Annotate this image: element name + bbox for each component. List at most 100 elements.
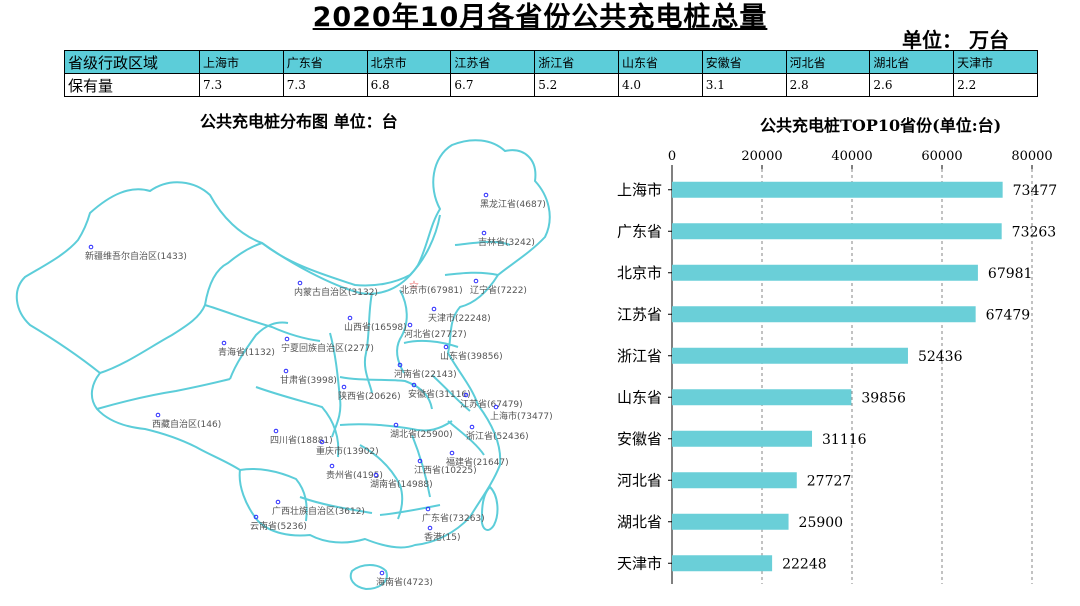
province-dot: [373, 472, 379, 478]
map-province-label: 湖南省(14988): [370, 478, 433, 490]
x-tick-label: 60000: [921, 149, 962, 164]
map-province-label: 湖北省(25900): [390, 428, 453, 440]
bar-value-label: 31116: [822, 432, 867, 448]
province-dot: [273, 428, 279, 434]
x-tick-label: 80000: [1011, 149, 1052, 164]
qinghai-border: [229, 321, 289, 380]
province-dot: [393, 422, 399, 428]
category-label: 江苏省: [617, 305, 662, 323]
province-dot: [443, 344, 449, 350]
province-dot: [88, 244, 94, 250]
map-province-label: 西藏自治区(146): [152, 418, 221, 430]
shandong-border: [403, 339, 459, 348]
table-cell-value: 2.2: [953, 73, 1038, 97]
bar-value-label: 39856: [861, 390, 906, 406]
bar-value-label: 22248: [782, 556, 827, 572]
shaanxi-border: [329, 332, 342, 438]
map-province-label: 吉林省(3242): [478, 236, 535, 248]
province-dot: [427, 525, 433, 531]
table-cell-province: 安徽省: [701, 50, 787, 74]
map-province-label: 江西省(10225): [414, 464, 477, 476]
hainan-island: [349, 564, 388, 590]
table-header-row: 省级行政区域 上海市 广东省 北京市 江苏省 浙江省 山东省 安徽省 河北省 湖…: [64, 50, 1038, 74]
province-dot: [329, 463, 335, 469]
province-dot: [319, 439, 325, 445]
bar: [672, 181, 1003, 198]
china-map: 黑龙江省(4687) 吉林省(3242) 辽宁省(7222) 新疆维吾尔自治区(143…: [15, 139, 553, 590]
province-dot: [379, 570, 385, 576]
bar-value-label: 25900: [799, 515, 844, 531]
map-province-label: 云南省(5236): [250, 520, 307, 532]
province-dot: [221, 340, 227, 346]
hunan-border: [359, 444, 404, 520]
chart-axis: 0 20000 40000 60000 80000 上海市广东省北京市江苏省浙江省山东省安…: [617, 149, 1053, 584]
map-province-label: 山西省(16598): [344, 321, 407, 333]
hubei-border: [339, 420, 453, 432]
table-cell-province: 湖北省: [869, 50, 955, 74]
table-cell-province: 山东省: [617, 50, 703, 74]
province-dot: [425, 506, 431, 512]
map-province-label: 山东省(39856): [440, 350, 503, 362]
gansu-border: [204, 304, 321, 342]
bar: [672, 223, 1002, 240]
province-dot: [449, 450, 455, 456]
map-province-label: 香港(15): [424, 531, 460, 543]
table-cell-value: 7.3: [199, 73, 284, 97]
map-province-label: 贵州省(4195): [326, 469, 383, 481]
map-province-label: 天津市(22248): [428, 312, 491, 324]
province-dot: [253, 514, 259, 520]
map-province-label: 黑龙江省(4687): [480, 198, 546, 210]
yunnan-border: [239, 468, 308, 522]
bar: [672, 264, 978, 281]
map-province-label: 新疆维吾尔自治区(1433): [85, 250, 187, 262]
bar-value-label: 73263: [1012, 224, 1057, 240]
map-province-label: 北京市(67981): [400, 284, 463, 296]
table-cell-province: 广东省: [282, 50, 368, 74]
map-province-label: 江苏省(67479): [460, 398, 523, 410]
table-cell-value: 4.0: [617, 73, 703, 97]
guangdong-border: [379, 504, 441, 516]
category-label: 广东省: [617, 222, 662, 240]
jilin-border: [444, 271, 499, 276]
table-cell-province: 北京市: [366, 50, 452, 74]
map-province-label: 陕西省(20626): [338, 390, 401, 402]
province-dot: [341, 384, 347, 390]
bar: [672, 306, 976, 323]
map-province-label: 广西壮族自治区(3612): [272, 505, 365, 517]
map-province-label: 河南省(22143): [394, 368, 457, 380]
province-dot: [481, 230, 487, 236]
province-dot: [284, 336, 290, 342]
xizang-border: [96, 378, 231, 410]
province-dot: [155, 412, 161, 418]
taiwan-island: [480, 486, 499, 531]
table-cell-province: 天津市: [953, 50, 1038, 74]
province-dot: [297, 280, 303, 286]
page-title: 2020年10月各省份公共充电桩总量: [312, 2, 768, 33]
table-cell-value: 7.3: [282, 73, 368, 97]
country-outline: [15, 139, 551, 549]
province-dot: [407, 322, 413, 328]
table-cell-value: 6.7: [450, 73, 536, 97]
category-label: 上海市: [617, 181, 662, 199]
capital-star-icon: ☆: [409, 278, 420, 292]
province-dot: [493, 404, 499, 410]
province-dot: [463, 392, 469, 398]
sichuan-border: [255, 386, 340, 458]
category-label: 安徽省: [617, 430, 662, 448]
province-dot: [411, 382, 417, 388]
province-dot: [283, 368, 289, 374]
category-label: 浙江省: [617, 347, 662, 365]
category-label: 天津市: [617, 554, 662, 572]
zhejiang-border: [447, 420, 485, 456]
map-province-label: 辽宁省(7222): [470, 284, 527, 296]
table-row-label: 保有量: [64, 73, 200, 97]
table-value-row: 保有量 7.3 7.3 6.8 6.7 5.2 4.0 3.1 2.8 2.6 …: [64, 73, 1038, 97]
table-cell-province: 上海市: [199, 50, 284, 74]
summary-table: 省级行政区域 上海市 广东省 北京市 江苏省 浙江省 山东省 安徽省 河北省 湖…: [64, 50, 1038, 97]
bar: [672, 555, 773, 572]
map-province-label: 安徽省(31116): [408, 388, 471, 400]
bar: [672, 347, 908, 364]
map-province-label: 青海省(1132): [218, 346, 275, 358]
map-province-label: 海南省(4723): [376, 576, 433, 588]
map-province-label: 广东省(73263): [422, 512, 485, 524]
